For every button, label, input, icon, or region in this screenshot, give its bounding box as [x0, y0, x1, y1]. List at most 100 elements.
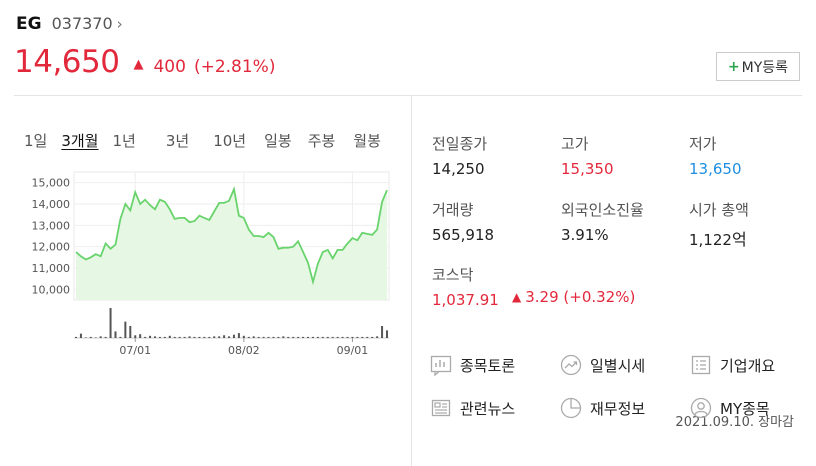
volume-bar [79, 333, 82, 338]
kosdaq-change-value: 3.29 (+0.32%) [525, 288, 636, 306]
volume-bar [144, 336, 147, 338]
volume-bar [193, 336, 196, 338]
y-tick-label: 12,000 [32, 241, 71, 254]
volume-bar [326, 336, 329, 338]
volume-bar [336, 336, 339, 338]
volume-bar [267, 336, 270, 338]
volume-bar [168, 335, 171, 338]
period-tab-4[interactable]: 10년 [213, 132, 247, 150]
period-tab-6[interactable]: 주봉 [307, 132, 336, 150]
volume-bar [114, 331, 117, 338]
stat-volume: 거래량 565,918 [432, 199, 494, 244]
volume-bar [124, 321, 127, 338]
volume-bar [232, 334, 235, 338]
financial-info-label: 재무정보 [590, 399, 646, 418]
up-arrow-icon: ▲ [512, 290, 522, 304]
y-tick-label: 15,000 [32, 177, 71, 190]
volume-bar [213, 336, 216, 338]
volume-bar [361, 336, 364, 338]
volume-bar [272, 336, 275, 338]
user-icon [690, 397, 712, 419]
prev-close-value: 14,250 [432, 160, 485, 178]
volume-bar [208, 336, 211, 338]
period-tab-7[interactable]: 월봉 [353, 132, 381, 150]
volume-bar [321, 336, 324, 338]
stat-kosdaq: 코스닥 1,037.91 [432, 264, 499, 309]
trend-icon [560, 354, 582, 376]
stock-code-link[interactable]: 037370 › [52, 14, 123, 33]
volume-bar [311, 336, 314, 338]
volume-bar [341, 336, 344, 338]
discussion-link[interactable]: 종목토론 [430, 354, 515, 376]
volume-bar [282, 336, 285, 338]
chevron-right-icon: › [116, 15, 123, 33]
volume-bar [163, 336, 166, 338]
company-overview-link[interactable]: 기업개요 [690, 354, 775, 376]
up-arrow-icon: ▲ [133, 57, 144, 72]
company-overview-label: 기업개요 [720, 356, 776, 375]
volume-bar [356, 336, 359, 338]
volume-bar [297, 336, 300, 338]
stat-foreign: 외국인소진율 3.91% [561, 199, 644, 244]
period-tab-0[interactable]: 1일 [24, 132, 48, 150]
daily-price-label: 일별시세 [590, 356, 646, 375]
related-news-link[interactable]: 관련뉴스 [430, 397, 515, 419]
volume-bar [371, 336, 374, 338]
volume-bar [223, 335, 226, 338]
current-price: 14,650 [14, 44, 120, 80]
price-change-percent: (+2.81%) [193, 57, 276, 77]
column-divider [411, 96, 412, 466]
price-line [75, 186, 388, 286]
daily-price-link[interactable]: 일별시세 [560, 354, 645, 376]
volume-bar [129, 326, 132, 338]
volume-bar [257, 336, 260, 338]
volume-bar [139, 334, 142, 338]
volume-bar [84, 337, 87, 338]
volume-bar [287, 336, 290, 338]
period-tab-2[interactable]: 1년 [112, 132, 136, 150]
volume-bar [237, 333, 240, 338]
period-tab-1[interactable]: 3개월 [61, 132, 99, 150]
volume-bar [178, 336, 181, 338]
plus-icon: + [727, 58, 740, 75]
volume-bar [228, 336, 231, 338]
prev-close-label: 전일종가 [432, 135, 488, 153]
volume-bar [376, 336, 379, 338]
volume-bar [316, 336, 319, 338]
x-tick-label: 09/01 [337, 344, 369, 357]
document-list-icon [691, 355, 711, 375]
volume-bar [153, 336, 156, 338]
volume-bar [351, 336, 354, 338]
volume-bar [203, 336, 206, 338]
kosdaq-change: ▲ 3.29 (+0.32%) [512, 288, 635, 306]
discussion-label: 종목토론 [460, 356, 516, 375]
my-stocks-link[interactable]: MY종목 [690, 397, 770, 419]
add-my-stock-button[interactable]: + MY등록 [716, 52, 800, 81]
volume-bar [386, 330, 388, 338]
volume-bar [183, 336, 186, 338]
stock-header: EG 037370 › [16, 14, 123, 34]
y-tick-label: 11,000 [32, 262, 71, 275]
volume-bar [346, 336, 349, 338]
volume-bar [381, 326, 384, 338]
foreign-label: 외국인소진율 [561, 201, 644, 219]
volume-bar [188, 336, 191, 338]
volume-bar [158, 336, 161, 338]
period-tab-5[interactable]: 일봉 [264, 132, 292, 150]
volume-bar [302, 336, 305, 338]
chart-date: 2021.09.10. 장마감 [675, 415, 794, 430]
high-value: 15,350 [561, 160, 614, 178]
market-cap-unit: 억 [731, 230, 747, 249]
kosdaq-value: 1,037.91 [432, 291, 499, 309]
stat-prev-close: 전일종가 14,250 [432, 133, 487, 178]
period-tabs: 1일 3개월 1년 3년 10년 일봉 주봉 월봉 [24, 130, 381, 151]
volume-bar [119, 336, 122, 338]
period-tab-3[interactable]: 3년 [165, 132, 190, 150]
pie-chart-icon [560, 397, 582, 419]
my-stocks-label: MY종목 [720, 399, 770, 418]
volume-bar [242, 335, 245, 338]
header-divider [14, 95, 802, 96]
financial-info-link[interactable]: 재무정보 [560, 397, 645, 419]
volume-bar [247, 336, 250, 338]
volume-bar [134, 335, 137, 338]
